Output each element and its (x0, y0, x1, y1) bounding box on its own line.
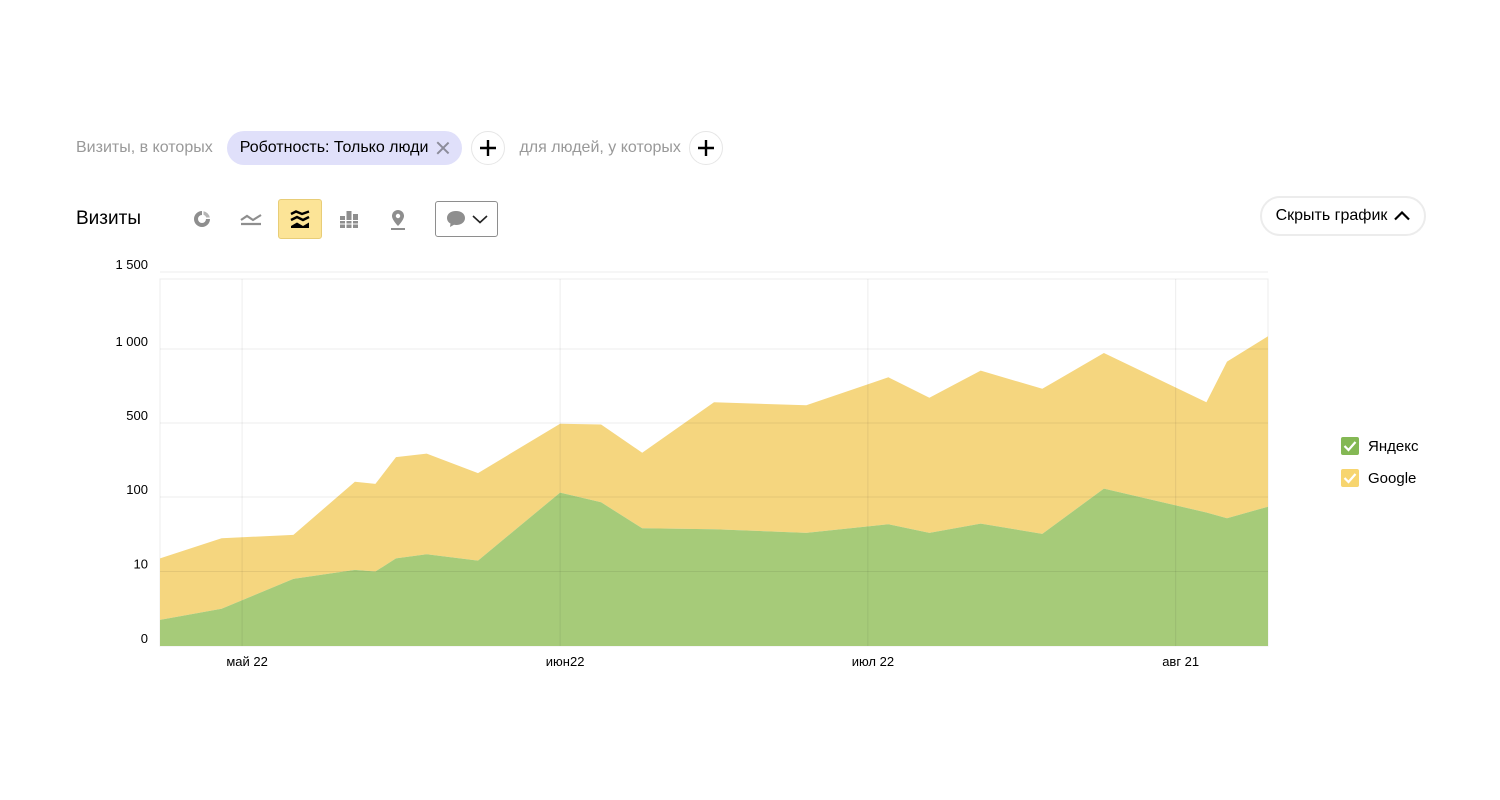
bar-chart-icon (340, 211, 358, 228)
checkbox-icon[interactable] (1341, 437, 1359, 455)
segment-filter-row: Визиты, в которых Роботность: Только люд… (76, 130, 723, 166)
remove-filter-icon[interactable] (436, 141, 450, 155)
x-tick-label: июн22 (546, 654, 585, 669)
chevron-up-icon (1394, 211, 1411, 221)
y-tick-label: 500 (126, 408, 148, 423)
plus-icon (697, 140, 714, 156)
plus-icon (480, 140, 497, 156)
x-tick-label: июл 22 (852, 654, 894, 669)
robotness-filter-chip[interactable]: Роботность: Только люди (226, 131, 463, 165)
chart-toolbar: Визиты (76, 199, 498, 239)
y-tick-label: 10 (134, 557, 148, 572)
legend-item[interactable]: Google (1341, 468, 1418, 488)
x-tick-label: авг 21 (1162, 654, 1199, 669)
map-button[interactable] (376, 199, 420, 239)
hide-chart-label: Скрыть график (1275, 207, 1388, 224)
y-tick-label: 1 500 (115, 257, 148, 272)
map-pin-icon (391, 210, 405, 230)
stacked-area-chart-icon (290, 210, 310, 228)
y-tick-label: 1 000 (115, 334, 148, 349)
pie-chart-button[interactable] (180, 199, 224, 239)
x-tick-label: май 22 (226, 654, 268, 669)
series-area-yandex (160, 488, 1268, 646)
people-filter-label: для людей, у которых (519, 139, 681, 156)
robotness-filter-label: Роботность: Только люди (239, 139, 429, 156)
comments-dropdown[interactable] (435, 201, 498, 237)
comment-icon (446, 211, 465, 227)
stacked-area-chart: 0 10 100 500 1 000 1 500 май 22 июн22 июл 22 авг … (115, 257, 1269, 669)
legend-item[interactable]: Яндекс (1341, 436, 1418, 456)
line-chart-button[interactable] (229, 199, 273, 239)
add-visit-condition-button[interactable] (471, 131, 506, 165)
chevron-down-icon (472, 215, 488, 224)
y-tick-label: 100 (126, 482, 148, 497)
add-people-condition-button[interactable] (688, 131, 723, 165)
y-tick-label: 0 (141, 631, 148, 646)
chart-legend: Яндекс Google (1341, 436, 1418, 500)
stacked-area-chart-button[interactable] (278, 199, 322, 239)
line-chart-icon (240, 214, 262, 226)
checkbox-icon[interactable] (1341, 469, 1359, 487)
legend-label: Google (1368, 469, 1417, 487)
series-area-google (160, 336, 1268, 620)
visits-filter-label: Визиты, в которых (76, 139, 213, 156)
metric-title: Визиты (76, 208, 141, 229)
pie-chart-icon (194, 211, 210, 227)
hide-chart-button[interactable]: Скрыть график (1260, 196, 1426, 236)
bar-chart-button[interactable] (327, 199, 371, 239)
legend-label: Яндекс (1368, 437, 1419, 455)
